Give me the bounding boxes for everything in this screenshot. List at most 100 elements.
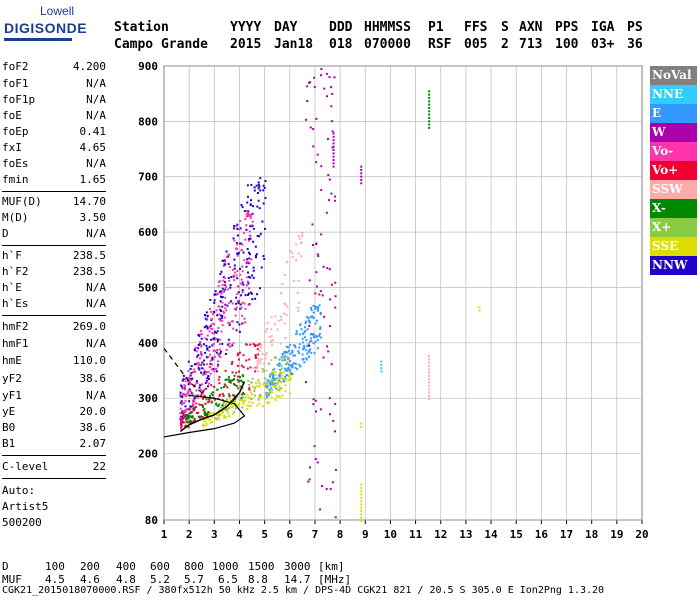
echo-point [209, 418, 212, 421]
muf-table-muf-label: MUF [2, 573, 22, 586]
echo-point [334, 281, 337, 284]
echo-point [247, 214, 250, 217]
echo-point [228, 407, 231, 410]
echo-point [215, 418, 218, 421]
echo-point [306, 85, 309, 88]
echo-point [270, 396, 273, 399]
echo-point [181, 410, 184, 413]
echo-point [225, 398, 228, 401]
echo-point [227, 253, 230, 256]
echo-point [217, 318, 220, 321]
echo-point [229, 345, 232, 348]
echo-point [258, 349, 261, 352]
echo-point [299, 365, 302, 368]
param-name: fmin [2, 173, 29, 186]
echo-point [245, 224, 248, 227]
x-tick-label: 7 [312, 528, 319, 541]
echo-point [232, 379, 235, 382]
echo-point [264, 227, 267, 230]
echo-point [217, 416, 220, 419]
echo-point [218, 279, 221, 282]
echo-point [284, 355, 287, 358]
echo-point [224, 296, 227, 299]
isolated-echo-point [332, 149, 335, 152]
echo-point [249, 405, 252, 408]
echo-point [236, 270, 239, 273]
echo-point [251, 212, 254, 215]
isolated-echo-point [428, 355, 431, 358]
echo-point [313, 85, 316, 88]
echo-point [235, 407, 238, 410]
echo-point [229, 381, 232, 384]
echo-point [236, 234, 239, 237]
echo-point [250, 258, 253, 261]
echo-point [231, 371, 234, 374]
echo-point [307, 480, 310, 483]
echo-point [240, 278, 243, 281]
echo-point [246, 258, 249, 261]
echo-point [256, 366, 259, 369]
echo-point [184, 421, 187, 424]
echo-point [314, 399, 317, 402]
echo-point [186, 392, 189, 395]
echo-point [231, 269, 234, 272]
echo-point [183, 416, 186, 419]
echo-point [184, 414, 187, 417]
echo-point [283, 356, 286, 359]
echo-point [209, 327, 212, 330]
echo-point [310, 306, 313, 309]
x-tick-label: 2 [186, 528, 193, 541]
echo-point [200, 415, 203, 418]
muf-table-muf: 5.2 [150, 573, 170, 586]
isolated-echo-point [428, 394, 431, 397]
isolated-echo-point [428, 358, 431, 361]
echo-point [278, 358, 281, 361]
echo-point [278, 396, 281, 399]
echo-point [197, 411, 200, 414]
echo-point [203, 359, 206, 362]
echo-point [267, 393, 270, 396]
x-tick-label: 10 [384, 528, 397, 541]
echo-point [216, 414, 219, 417]
echo-point [300, 242, 303, 245]
echo-point [257, 183, 260, 186]
echo-point [218, 418, 221, 421]
echo-point [241, 406, 244, 409]
echo-point [298, 343, 301, 346]
echo-point [186, 413, 189, 416]
echo-point [320, 189, 323, 192]
separator [2, 191, 106, 192]
echo-point [255, 384, 258, 387]
echo-point [221, 392, 224, 395]
echo-point [221, 283, 224, 286]
echo-point [185, 395, 188, 398]
echo-point [247, 210, 250, 213]
echo-point [238, 376, 241, 379]
param-name: C-level [2, 460, 49, 473]
echo-point [233, 382, 236, 385]
echo-point [228, 396, 231, 399]
echo-point [233, 374, 236, 377]
echo-point [219, 290, 222, 293]
echo-point [234, 398, 237, 401]
echo-point [213, 323, 216, 326]
header-label-iga: IGA [591, 20, 615, 35]
echo-point [184, 380, 187, 383]
echo-point [227, 288, 230, 291]
echo-point [271, 376, 274, 379]
echo-point [253, 390, 256, 393]
echo-point [240, 379, 243, 382]
echo-point [291, 363, 294, 366]
echo-point [198, 343, 201, 346]
echo-point [231, 302, 234, 305]
echo-point [262, 255, 265, 258]
echo-point [265, 382, 268, 385]
echo-point [229, 399, 232, 402]
echo-point [315, 271, 318, 274]
isolated-echo-point [428, 120, 431, 123]
param-row: foEs N/A [2, 157, 106, 173]
echo-point [224, 288, 227, 291]
echo-point [276, 363, 279, 366]
echo-point [224, 404, 227, 407]
